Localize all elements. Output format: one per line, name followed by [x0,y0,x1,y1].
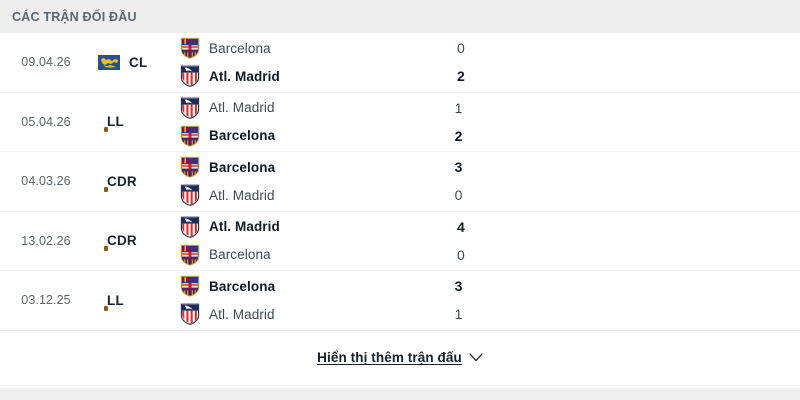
away-team-score: 2 [456,68,465,85]
match-date: 13.02.26 [0,212,92,271]
match-date-label: 13.02.26 [21,233,71,248]
table-row[interactable]: 09.04.26 CL Barcelona Atl. Madrid 0 2 [0,33,800,93]
away-team-name: Barcelona [209,128,276,144]
away-team-score: 1 [454,306,463,323]
panel-footer: Hiển thị thêm trận đấu [0,330,800,386]
match-date: 04.03.26 [0,152,92,211]
barcelona-crest-icon [180,37,200,59]
competition-label: LL [107,114,124,130]
table-row[interactable]: 05.04.26 LL Atl. Madrid Barcelona 1 2 [0,92,800,152]
row-spacer [663,271,800,330]
show-more-matches-button[interactable]: Hiển thị thêm trận đấu [317,350,483,365]
atletico-madrid-crest-icon [180,303,200,326]
row-spacer [663,152,800,211]
table-row[interactable]: 03.12.25 LL Barcelona Atl. Madrid 3 1 [0,271,800,331]
home-team-name: Atl. Madrid [209,100,275,116]
competition-cell: CDR [92,152,178,211]
match-date-label: 04.03.26 [21,174,71,189]
competition-cell: LL [92,93,178,152]
row-spacer [665,33,800,92]
bottom-band [0,388,800,400]
home-team: Barcelona [180,272,413,300]
barcelona-crest-icon [180,244,200,266]
away-team-name: Atl. Madrid [209,68,280,84]
away-team-name: Atl. Madrid [209,306,275,322]
away-team: Barcelona [180,122,413,150]
away-team: Atl. Madrid [180,300,413,328]
home-team-score: 1 [454,99,463,116]
competition-label: CL [129,54,148,70]
home-team-name: Atl. Madrid [209,219,280,235]
teams-cell: Barcelona Atl. Madrid [178,271,413,330]
home-team: Barcelona [180,34,415,62]
atletico-madrid-crest-icon [180,184,200,207]
table-row[interactable]: 13.02.26 CDR Atl. Madrid Barcelona 4 0 [0,211,800,271]
barcelona-crest-icon [180,275,200,297]
table-row[interactable]: 04.03.26 CDR Barcelona Atl. Madrid 3 0 [0,152,800,212]
teams-cell: Atl. Madrid Barcelona [178,212,415,271]
competition-label: CDR [107,233,137,249]
teams-cell: Atl. Madrid Barcelona [178,93,413,152]
show-more-matches-label: Hiển thị thêm trận đấu [317,350,462,365]
away-team: Atl. Madrid [180,62,415,90]
away-team-name: Atl. Madrid [209,187,275,203]
atletico-madrid-crest-icon [180,97,200,119]
barcelona-crest-icon [180,156,200,178]
match-date-label: 05.04.26 [21,114,71,129]
away-team-score: 0 [454,187,463,204]
away-team-score: 2 [454,127,463,144]
home-team-score: 4 [456,218,465,235]
match-list: 09.04.26 CL Barcelona Atl. Madrid 0 2 05.04.26… [0,33,800,331]
away-team: Barcelona [180,241,415,269]
home-team: Atl. Madrid [180,213,415,241]
europe-flag-icon [98,54,120,70]
match-date-label: 03.12.25 [21,293,71,308]
home-team: Atl. Madrid [180,94,413,122]
home-team-score: 0 [456,40,465,57]
barcelona-crest-icon [180,125,200,147]
home-team-score: 3 [454,278,463,295]
home-team-score: 3 [454,159,463,176]
row-spacer [663,93,800,152]
match-date: 03.12.25 [0,271,92,330]
match-date-label: 09.04.26 [21,55,71,70]
atletico-madrid-crest-icon [180,65,200,88]
home-team-name: Barcelona [209,40,271,56]
teams-cell: Barcelona Atl. Madrid [178,33,415,92]
competition-label: CDR [107,173,137,189]
atletico-madrid-crest-icon [180,216,200,238]
home-team: Barcelona [180,153,413,181]
away-team: Atl. Madrid [180,181,413,209]
match-date: 05.04.26 [0,93,92,152]
competition-cell: CDR [92,212,178,271]
home-team-name: Barcelona [209,278,276,294]
row-spacer [665,212,800,271]
competition-cell: CL [92,33,178,92]
teams-cell: Barcelona Atl. Madrid [178,152,413,211]
competition-label: LL [107,292,124,308]
chevron-down-icon [469,353,483,362]
match-date: 09.04.26 [0,33,92,92]
away-team-name: Barcelona [209,247,271,263]
panel-header: CÁC TRẬN ĐỐI ĐẦU [0,0,800,33]
competition-cell: LL [92,271,178,330]
away-team-score: 0 [456,246,465,263]
home-team-name: Barcelona [209,159,276,175]
page-title: CÁC TRẬN ĐỐI ĐẦU [12,9,137,24]
